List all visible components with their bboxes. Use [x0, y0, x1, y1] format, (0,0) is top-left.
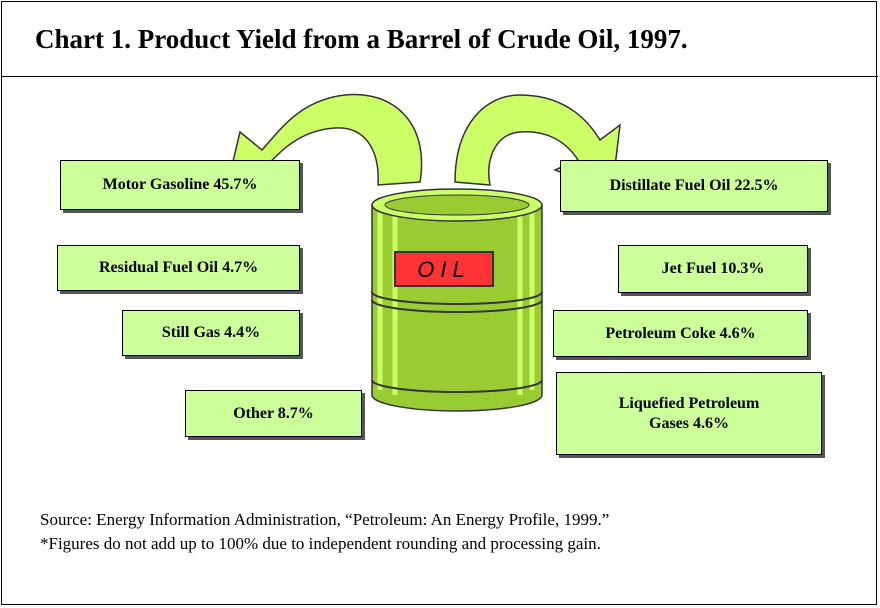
barrel-lid [384, 194, 530, 216]
barrel-ring [371, 291, 543, 393]
barrel-label-text: OIL [417, 257, 470, 282]
product-box: Petroleum Coke 4.6% [553, 310, 808, 357]
product-box: Jet Fuel 10.3% [618, 245, 808, 293]
product-box: Distillate Fuel Oil 22.5% [560, 160, 828, 212]
source-note: Source: Energy Information Administratio… [40, 510, 610, 529]
product-box: Liquefied Petroleum Gases 4.6% [556, 372, 822, 455]
product-box: Still Gas 4.4% [122, 310, 300, 356]
barrel-highlight [377, 212, 535, 395]
barrel: OIL [371, 188, 543, 412]
product-box: Motor Gasoline 45.7% [60, 160, 300, 210]
title: Chart 1. Product Yield from a Barrel of … [35, 24, 688, 54]
product-box: Other 8.7% [185, 390, 362, 437]
barrel-label [394, 251, 494, 287]
title-bar: Chart 1. Product Yield from a Barrel of … [2, 2, 878, 77]
left-arrow [223, 93, 423, 197]
footnote: *Figures do not add up to 100% due to in… [40, 534, 601, 553]
product-box: Residual Fuel Oil 4.7% [57, 245, 300, 291]
